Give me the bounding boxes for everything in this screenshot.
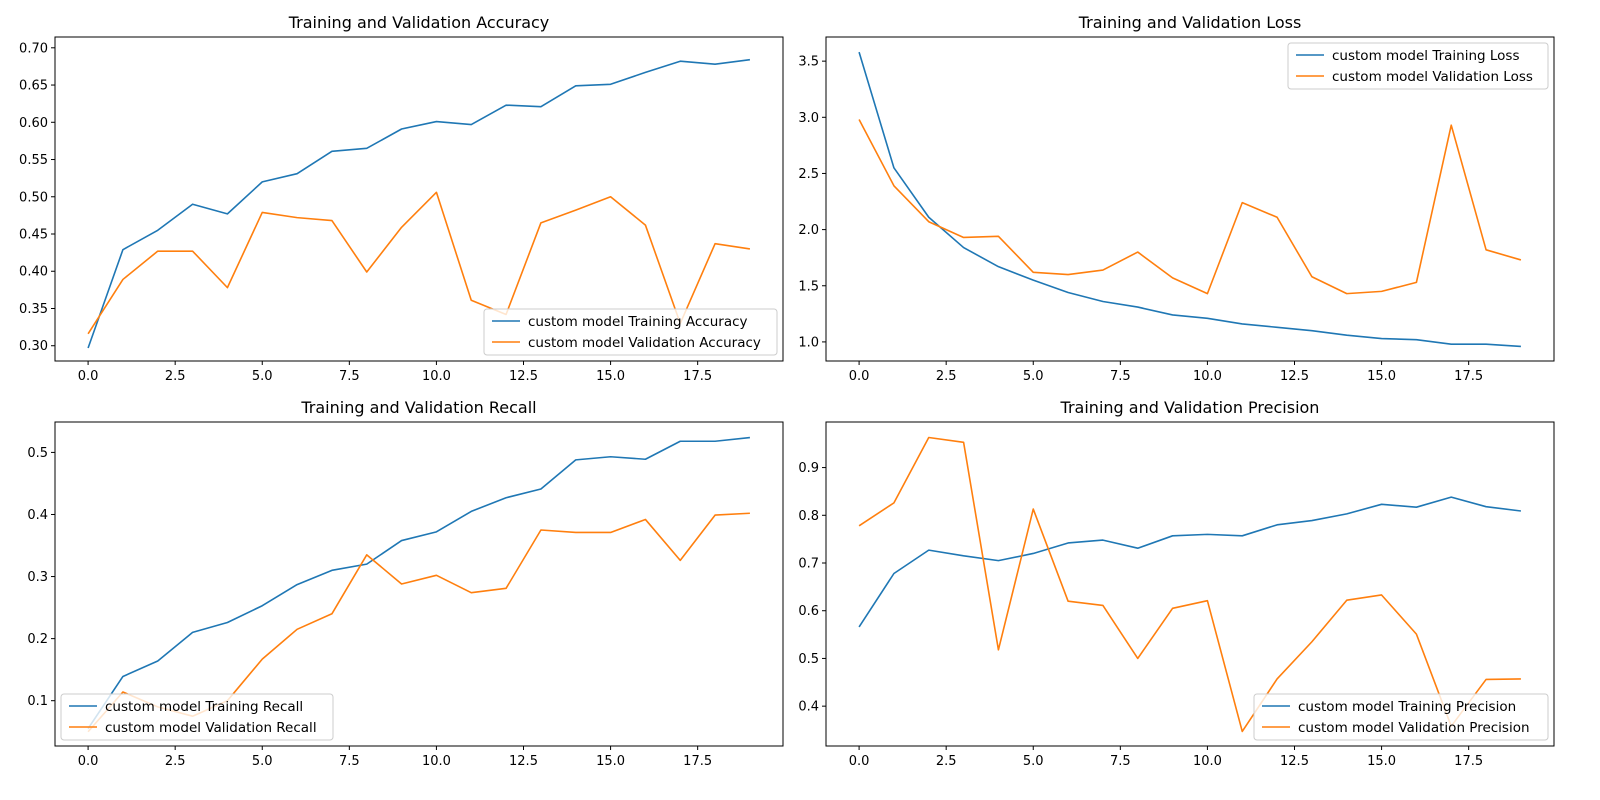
chart-training-and-validation-recall: Training and Validation Recall 0.0 2.5 5.0 7… [27, 398, 784, 769]
legend-entry-validation: custom model Validation Accuracy [528, 335, 761, 351]
x-tick-label: 5.0 [1023, 754, 1044, 769]
y-tick-label: 0.40 [19, 265, 48, 280]
legend-box [60, 693, 334, 741]
x-tick-label: 7.5 [1110, 369, 1131, 384]
y-tick-label: 0.5 [798, 652, 819, 667]
x-tick-label: 5.0 [252, 754, 273, 769]
series-line-validation [858, 436, 1521, 733]
chart-training-and-validation-loss: Training and Validation Loss 0.0 2.5 5.0 7.5… [798, 13, 1555, 384]
y-tick-label: 0.4 [798, 700, 819, 715]
x-tick-label: 0.0 [78, 369, 99, 384]
y-tick-label: 0.55 [19, 153, 48, 168]
legend: custom model Training Recall custom model… [60, 693, 334, 741]
legend-entry-training: custom model Training Accuracy [528, 314, 748, 330]
y-tick-label: 2.5 [798, 167, 819, 182]
x-tick-label: 0.0 [849, 369, 870, 384]
legend: custom model Training Precision custom mo… [1253, 693, 1549, 741]
x-tick-label: 2.5 [165, 754, 186, 769]
legend-entry-validation: custom model Validation Precision [1298, 720, 1530, 736]
y-tick-label: 0.6 [798, 604, 819, 619]
y-tick-label: 0.50 [19, 190, 48, 205]
y-tick-label: 2.0 [798, 223, 819, 238]
x-tick-label: 10.0 [422, 754, 451, 769]
x-tick-label: 5.0 [252, 369, 273, 384]
y-tick-label: 0.1 [27, 694, 48, 709]
x-tick-label: 10.0 [1193, 754, 1222, 769]
x-tick-label: 7.5 [339, 754, 360, 769]
x-tick-label: 12.5 [1280, 369, 1309, 384]
y-tick-label: 3.0 [798, 111, 819, 126]
legend-box [1287, 42, 1549, 90]
x-tick-label: 5.0 [1023, 369, 1044, 384]
y-tick-label: 0.4 [27, 508, 48, 523]
x-tick-label: 15.0 [1367, 754, 1396, 769]
x-tick-label: 17.5 [683, 369, 712, 384]
x-tick-label: 17.5 [1454, 369, 1483, 384]
y-tick-label: 0.5 [27, 446, 48, 461]
y-tick-label: 0.35 [19, 302, 48, 317]
legend-entry-training: custom model Training Recall [105, 699, 303, 715]
chart-title: Training and Validation Accuracy [288, 13, 550, 32]
x-tick-label: 12.5 [509, 754, 538, 769]
legend-entry-training: custom model Training Precision [1298, 699, 1516, 715]
x-tick-label: 2.5 [165, 369, 186, 384]
chart-title: Training and Validation Precision [1060, 398, 1320, 417]
y-tick-label: 0.7 [798, 557, 819, 572]
y-tick-label: 0.65 [19, 79, 48, 94]
x-tick-label: 15.0 [596, 754, 625, 769]
legend-entry-validation: custom model Validation Loss [1332, 69, 1533, 85]
y-tick-label: 1.5 [798, 279, 819, 294]
legend: custom model Training Accuracy custom mod… [483, 308, 778, 356]
y-tick-label: 0.60 [19, 116, 48, 131]
x-tick-label: 2.5 [936, 369, 957, 384]
legend-box [483, 308, 778, 356]
chart-title: Training and Validation Loss [1078, 13, 1302, 32]
x-tick-label: 0.0 [78, 754, 99, 769]
x-tick-label: 12.5 [509, 369, 538, 384]
series-line-validation [87, 191, 751, 335]
series-line-training [858, 51, 1521, 348]
legend-entry-training: custom model Training Loss [1332, 48, 1520, 64]
x-tick-label: 15.0 [596, 369, 625, 384]
y-tick-label: 0.30 [19, 339, 48, 354]
legend-entry-validation: custom model Validation Recall [105, 720, 317, 736]
y-tick-label: 0.8 [798, 509, 819, 524]
x-tick-label: 17.5 [683, 754, 712, 769]
x-tick-label: 15.0 [1367, 369, 1396, 384]
x-tick-label: 7.5 [339, 369, 360, 384]
x-tick-label: 12.5 [1280, 754, 1309, 769]
legend-box [1253, 693, 1549, 741]
y-tick-label: 1.0 [798, 335, 819, 350]
y-tick-label: 0.3 [27, 570, 48, 585]
x-tick-label: 17.5 [1454, 754, 1483, 769]
x-tick-label: 10.0 [422, 369, 451, 384]
plot-frame [54, 36, 784, 362]
chart-training-and-validation-precision: Training and Validation Precision 0.0 2.5 5… [798, 398, 1555, 769]
x-tick-label: 0.0 [849, 754, 870, 769]
series-line-training [87, 58, 751, 349]
chart-title: Training and Validation Recall [300, 398, 536, 417]
x-tick-label: 10.0 [1193, 369, 1222, 384]
plot-frame [54, 421, 784, 747]
series-line-training [858, 496, 1522, 628]
x-tick-label: 2.5 [936, 754, 957, 769]
y-tick-label: 0.9 [798, 461, 819, 476]
y-tick-label: 0.45 [19, 228, 48, 243]
y-tick-label: 0.70 [19, 41, 48, 56]
x-tick-label: 7.5 [1110, 754, 1131, 769]
y-tick-label: 3.5 [798, 55, 819, 70]
series-line-validation [858, 119, 1522, 295]
series-line-training [87, 436, 750, 730]
legend: custom model Training Loss custom model V… [1287, 42, 1549, 90]
plot-frame [825, 36, 1555, 362]
y-tick-label: 0.2 [27, 632, 48, 647]
chart-training-and-validation-accuracy: Training and Validation Accuracy 0.0 2.5 5.… [19, 13, 784, 384]
plot-frame [825, 421, 1555, 747]
